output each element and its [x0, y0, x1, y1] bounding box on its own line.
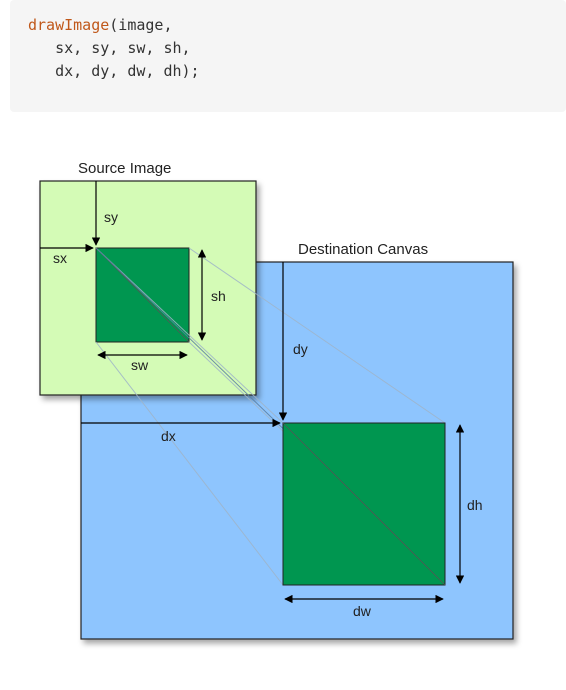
code-block: drawImage(image, sx, sy, sw, sh, dx, dy,…: [10, 0, 566, 112]
code-line-3: dx, dy, dw, dh);: [28, 62, 200, 80]
code-line-1-args: (image,: [109, 16, 173, 34]
code-line-2: sx, sy, sw, sh,: [28, 39, 191, 57]
sy-label: sy: [104, 209, 118, 225]
destination-canvas-label: Destination Canvas: [298, 241, 428, 258]
sx-label: sx: [53, 250, 67, 266]
destination-slice-diagonal: [282, 422, 446, 586]
source-image-label: Source Image: [78, 160, 171, 177]
source-slice-diagonal: [95, 247, 190, 343]
sw-label: sw: [131, 357, 149, 373]
dy-label: dy: [293, 341, 308, 357]
code-function-name: drawImage: [28, 16, 110, 34]
code-line-1: drawImage(image,: [28, 14, 548, 37]
drawimage-diagram: Source Image Destination Canvas sy sx sh…: [39, 160, 514, 640]
dh-label: dh: [467, 497, 483, 513]
dx-label: dx: [161, 428, 176, 444]
sh-label: sh: [211, 288, 226, 304]
dw-label: dw: [353, 603, 372, 619]
